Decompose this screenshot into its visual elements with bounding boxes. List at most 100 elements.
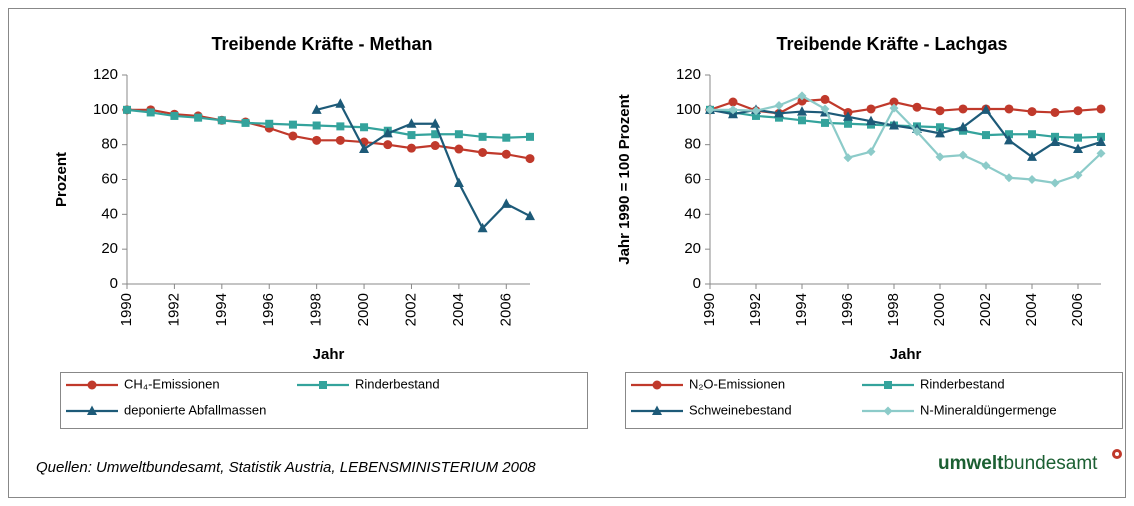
data-point xyxy=(728,97,738,107)
y-tick-label: 100 xyxy=(676,101,701,118)
data-point xyxy=(843,153,853,163)
data-point xyxy=(936,123,944,132)
x-tick-label: 1992 xyxy=(747,293,764,326)
data-point xyxy=(1004,173,1014,183)
chart-title: Treibende Kräfte - Lachgas xyxy=(776,34,1007,54)
data-point xyxy=(501,149,511,159)
data-point xyxy=(454,130,463,139)
legend-label: Rinderbestand xyxy=(355,376,440,391)
data-point xyxy=(312,135,322,145)
data-point xyxy=(194,113,203,122)
data-point xyxy=(431,130,440,139)
data-point xyxy=(241,118,250,127)
x-tick-label: 1994 xyxy=(213,293,230,326)
data-point xyxy=(1050,107,1060,117)
data-point xyxy=(525,154,535,164)
data-point xyxy=(170,111,179,120)
legend-label: CH₄-Emissionen xyxy=(124,376,220,391)
y-tick-label: 20 xyxy=(101,240,118,257)
data-point xyxy=(407,131,416,140)
x-tick-label: 2002 xyxy=(977,293,994,326)
data-point xyxy=(889,97,899,107)
data-point xyxy=(311,104,322,114)
legend-marker xyxy=(87,405,97,415)
data-point xyxy=(1096,104,1106,114)
data-point xyxy=(1074,133,1082,142)
legend-marker xyxy=(319,381,327,389)
logo: umweltbundesamt xyxy=(938,453,1098,474)
legend-label: Rinderbestand xyxy=(920,376,1005,391)
data-point xyxy=(866,104,876,114)
y-tick-label: 40 xyxy=(101,205,118,222)
x-tick-label: 2000 xyxy=(931,293,948,326)
data-point xyxy=(1096,136,1106,147)
x-axis-title: Jahr xyxy=(313,346,345,363)
x-tick-label: 1996 xyxy=(260,293,277,326)
data-point xyxy=(958,150,968,160)
data-point xyxy=(1027,151,1037,161)
logo-regular: bundesamt xyxy=(1003,453,1098,474)
data-point xyxy=(1004,104,1014,114)
x-axis-title: Jahr xyxy=(890,346,922,363)
data-point xyxy=(1027,107,1037,117)
data-point xyxy=(866,115,876,126)
y-tick-label: 80 xyxy=(684,136,701,153)
data-point xyxy=(1096,148,1106,158)
legend-marker xyxy=(884,381,892,389)
data-point xyxy=(958,121,968,132)
data-point xyxy=(889,103,899,113)
data-point xyxy=(843,111,853,121)
x-tick-label: 1994 xyxy=(793,293,810,326)
data-point xyxy=(312,121,321,130)
x-tick-label: 1990 xyxy=(118,293,135,326)
data-point xyxy=(1073,106,1083,116)
data-point xyxy=(774,100,784,110)
y-tick-label: 40 xyxy=(684,205,701,222)
data-point xyxy=(774,107,784,118)
data-point xyxy=(1073,170,1083,180)
data-point xyxy=(821,118,829,127)
data-point xyxy=(728,105,738,115)
source-note: Quellen: Umweltbundesamt, Statistik Aust… xyxy=(36,459,536,476)
data-point xyxy=(797,91,807,101)
legend-marker xyxy=(652,380,662,390)
y-tick-label: 120 xyxy=(676,66,701,83)
data-point xyxy=(383,140,393,150)
data-point xyxy=(478,148,488,158)
x-tick-label: 2000 xyxy=(355,293,372,326)
data-point xyxy=(912,127,922,137)
data-point xyxy=(335,98,346,108)
data-point xyxy=(958,104,968,114)
series-line xyxy=(316,102,531,231)
data-point xyxy=(525,210,535,221)
data-point xyxy=(1005,130,1013,139)
legend-marker xyxy=(87,380,97,390)
data-point xyxy=(430,118,441,128)
y-tick-label: 0 xyxy=(110,275,118,292)
series-line xyxy=(709,108,1102,159)
data-point xyxy=(705,105,715,115)
data-point xyxy=(844,119,852,128)
data-point xyxy=(1073,143,1083,154)
x-tick-label: 2006 xyxy=(1069,293,1086,326)
x-tick-label: 2006 xyxy=(497,293,514,326)
legend-label: N₂O-Emissionen xyxy=(689,376,785,391)
x-tick-label: 1996 xyxy=(839,293,856,326)
data-point xyxy=(797,106,807,116)
legend-box xyxy=(625,372,1123,429)
y-tick-label: 100 xyxy=(93,101,118,118)
y-tick-label: 60 xyxy=(684,170,701,187)
legend-label: Schweinebestand xyxy=(689,402,792,417)
data-point xyxy=(526,132,534,141)
data-point xyxy=(501,198,512,208)
logo-bold: umwelt xyxy=(938,453,1004,474)
data-point xyxy=(288,120,297,129)
logo-dot-center xyxy=(1115,452,1119,456)
legend-label: N-Mineraldüngermenge xyxy=(920,402,1057,417)
x-tick-label: 2002 xyxy=(402,293,419,326)
data-point xyxy=(478,132,487,141)
data-point xyxy=(454,144,464,154)
data-point xyxy=(935,127,945,138)
data-point xyxy=(1004,134,1014,145)
